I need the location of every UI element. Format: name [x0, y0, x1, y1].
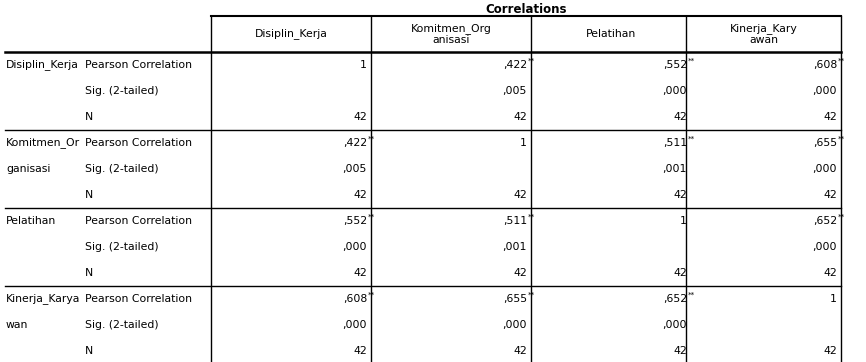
Text: N: N: [85, 268, 94, 278]
Text: Pearson Correlation: Pearson Correlation: [85, 138, 192, 148]
Text: **: **: [837, 135, 844, 142]
Text: ,000: ,000: [342, 320, 367, 330]
Text: Pearson Correlation: Pearson Correlation: [85, 294, 192, 304]
Text: N: N: [85, 112, 94, 122]
Text: 42: 42: [353, 190, 367, 200]
Text: **: **: [367, 135, 375, 142]
Text: ,000: ,000: [662, 86, 687, 96]
Text: Sig. (2-tailed): Sig. (2-tailed): [85, 320, 158, 330]
Text: ,005: ,005: [343, 164, 367, 174]
Text: Pelatihan: Pelatihan: [6, 216, 56, 226]
Text: ,000: ,000: [812, 242, 837, 252]
Text: ,000: ,000: [812, 164, 837, 174]
Text: ,652: ,652: [813, 216, 837, 226]
Text: Pearson Correlation: Pearson Correlation: [85, 60, 192, 70]
Text: ,552: ,552: [343, 216, 367, 226]
Text: Komitmen_Or: Komitmen_Or: [6, 138, 81, 148]
Text: 42: 42: [353, 346, 367, 356]
Text: 1: 1: [360, 60, 367, 70]
Text: N: N: [85, 346, 94, 356]
Text: Correlations: Correlations: [485, 3, 566, 16]
Text: **: **: [688, 291, 695, 298]
Text: ,000: ,000: [502, 320, 527, 330]
Text: 42: 42: [353, 268, 367, 278]
Text: **: **: [688, 58, 695, 63]
Text: ,005: ,005: [502, 86, 527, 96]
Text: Disiplin_Kerja: Disiplin_Kerja: [255, 29, 327, 39]
Text: 42: 42: [673, 346, 687, 356]
Text: **: **: [367, 291, 375, 298]
Text: ,552: ,552: [662, 60, 687, 70]
Text: 42: 42: [824, 112, 837, 122]
Text: Disiplin_Kerja: Disiplin_Kerja: [6, 59, 79, 71]
Text: **: **: [527, 291, 534, 298]
Text: 42: 42: [514, 112, 527, 122]
Text: 42: 42: [824, 346, 837, 356]
Text: wan: wan: [6, 320, 29, 330]
Text: ,000: ,000: [342, 242, 367, 252]
Text: ,000: ,000: [662, 320, 687, 330]
Text: ,655: ,655: [503, 294, 527, 304]
Text: Sig. (2-tailed): Sig. (2-tailed): [85, 242, 158, 252]
Text: **: **: [367, 214, 375, 219]
Text: ,001: ,001: [502, 242, 527, 252]
Text: 42: 42: [673, 268, 687, 278]
Text: **: **: [527, 214, 534, 219]
Text: Sig. (2-tailed): Sig. (2-tailed): [85, 86, 158, 96]
Text: Pelatihan: Pelatihan: [586, 29, 637, 39]
Text: ,000: ,000: [812, 86, 837, 96]
Text: ,422: ,422: [343, 138, 367, 148]
Text: 42: 42: [824, 190, 837, 200]
Text: 42: 42: [514, 190, 527, 200]
Text: ganisasi: ganisasi: [6, 164, 50, 174]
Text: 1: 1: [520, 138, 527, 148]
Text: Komitmen_Org
anisasi: Komitmen_Org anisasi: [410, 23, 491, 45]
Text: Sig. (2-tailed): Sig. (2-tailed): [85, 164, 158, 174]
Text: Pearson Correlation: Pearson Correlation: [85, 216, 192, 226]
Text: 42: 42: [514, 346, 527, 356]
Text: Kinerja_Kary
awan: Kinerja_Kary awan: [730, 23, 798, 45]
Text: ,511: ,511: [662, 138, 687, 148]
Text: ,001: ,001: [662, 164, 687, 174]
Text: **: **: [837, 214, 844, 219]
Text: ,422: ,422: [503, 60, 527, 70]
Text: **: **: [527, 58, 534, 63]
Text: ,608: ,608: [343, 294, 367, 304]
Text: ,655: ,655: [813, 138, 837, 148]
Text: 42: 42: [673, 190, 687, 200]
Text: 1: 1: [680, 216, 687, 226]
Text: Kinerja_Karya: Kinerja_Karya: [6, 294, 81, 304]
Text: 42: 42: [824, 268, 837, 278]
Text: ,608: ,608: [813, 60, 837, 70]
Text: ,511: ,511: [503, 216, 527, 226]
Text: **: **: [837, 58, 844, 63]
Text: 42: 42: [673, 112, 687, 122]
Text: 1: 1: [830, 294, 837, 304]
Text: 42: 42: [514, 268, 527, 278]
Text: N: N: [85, 190, 94, 200]
Text: **: **: [688, 135, 695, 142]
Text: ,652: ,652: [662, 294, 687, 304]
Text: 42: 42: [353, 112, 367, 122]
